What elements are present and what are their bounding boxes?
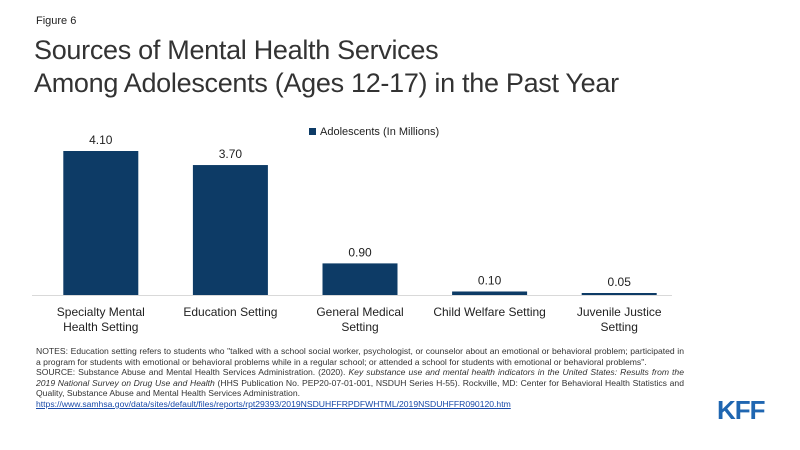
category-label: Setting	[341, 320, 378, 334]
source-prefix: SOURCE: Substance Abuse and Mental Healt…	[36, 367, 349, 378]
title-line-2: Among Adolescents (Ages 12-17) in the Pa…	[34, 68, 619, 98]
data-label: 0.10	[478, 273, 502, 287]
bar	[63, 151, 139, 295]
category-label: Child Welfare Setting	[433, 305, 546, 319]
title-line-1: Sources of Mental Health Services	[34, 35, 439, 65]
category-label: Specialty Mental	[57, 305, 145, 319]
figure-label: Figure 6	[36, 15, 77, 27]
source-suffix: (HHS Publication No. PEP20-07-01-001, NS…	[36, 377, 684, 399]
chart-title: Sources of Mental Health Services Among …	[34, 34, 619, 100]
data-label: 4.10	[89, 133, 113, 147]
bar	[322, 263, 398, 295]
legend-label: Adolescents (In Millions)	[320, 126, 439, 138]
data-label: 3.70	[219, 147, 243, 161]
category-label: Health Setting	[63, 320, 138, 334]
source-link[interactable]: https://www.samhsa.gov/data/sites/defaul…	[36, 398, 511, 409]
category-label: Education Setting	[183, 305, 277, 319]
legend-swatch	[309, 128, 316, 135]
source-text: SOURCE: Substance Abuse and Mental Healt…	[36, 367, 684, 399]
bar	[452, 291, 528, 295]
legend: Adolescents (In Millions)	[309, 126, 439, 138]
data-label: 0.90	[348, 245, 372, 259]
bar	[581, 293, 657, 295]
category-label: Setting	[601, 320, 638, 334]
notes-text: NOTES: Education setting refers to stude…	[36, 346, 684, 367]
data-label: 0.05	[608, 275, 632, 289]
source-title: Key substance use and mental health indi…	[36, 367, 684, 388]
source-link-line: https://www.samhsa.gov/data/sites/defaul…	[36, 399, 684, 410]
category-label: General Medical	[316, 305, 403, 319]
kff-logo: KFF	[717, 395, 766, 425]
notes-block: NOTES: Education setting refers to stude…	[36, 346, 684, 410]
bar	[192, 165, 268, 295]
bar-chart: Adolescents (In Millions) 4.10 Specialty M…	[32, 126, 672, 334]
category-label: Juvenile Justice	[577, 305, 662, 319]
